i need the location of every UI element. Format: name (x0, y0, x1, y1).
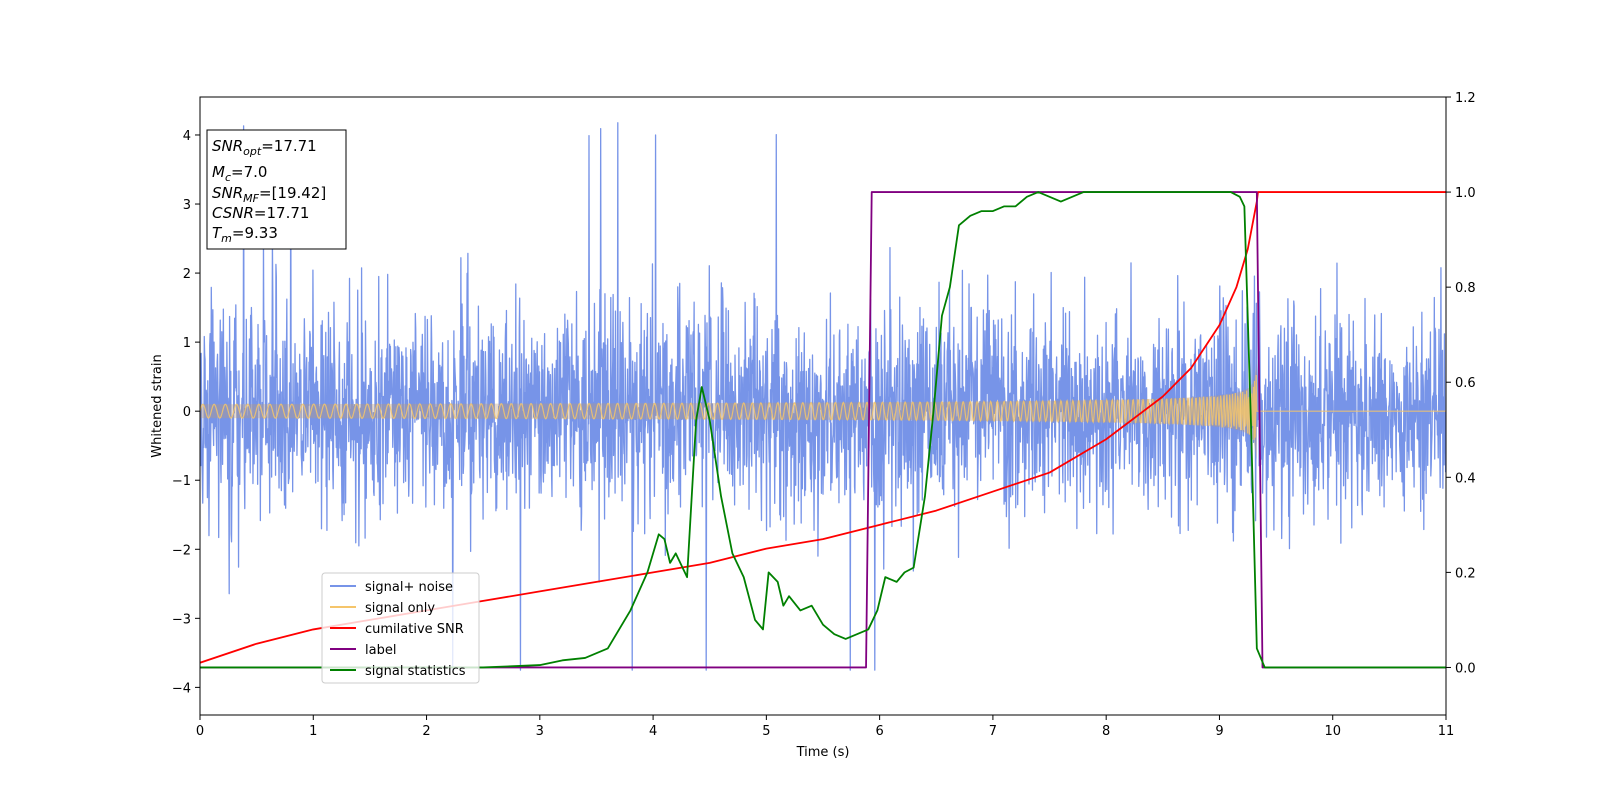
legend-entry: signal only (365, 601, 435, 616)
x-tick-label: 0 (196, 724, 204, 739)
legend-entry: cumilative SNR (365, 622, 464, 637)
info-box-frame (206, 129, 347, 250)
legend-entry: label (365, 643, 396, 658)
legend-frame (321, 572, 480, 684)
series-signal-only (200, 375, 1446, 440)
info-line: CSNR=17.71 (212, 204, 309, 222)
x-tick-label: 6 (875, 724, 883, 739)
y-tick-label: 4 (183, 129, 191, 144)
y2-tick-label: 1.0 (1455, 186, 1476, 201)
x-tick-label: 2 (422, 724, 430, 739)
y-tick-label: −1 (172, 474, 191, 489)
y2-tick-label: 0.0 (1455, 661, 1476, 676)
info-line: Mc=7.0 (212, 163, 267, 184)
y-tick-label: −2 (172, 543, 191, 558)
y2-tick-label: 1.2 (1455, 91, 1476, 106)
info-box: SNRopt=17.71 Mc=7.0SNRMF=[19.42]CSNR=17.7… (206, 129, 347, 250)
y2-tick-label: 0.6 (1455, 376, 1476, 391)
series-signal-statistics (200, 191, 1446, 669)
axes-layer: 0 1 2 3 4 5 6 7 8 9 10 11 −4 −3 −2 −1 0 1 2 3 4 0.0 0.2 0.4 0.6 0… (172, 91, 1476, 739)
y-tick-label: −4 (172, 681, 191, 696)
x-tick-label: 11 (1438, 724, 1455, 739)
x-tick-label: 7 (989, 724, 997, 739)
info-line: SNRopt=17.71 (212, 137, 317, 158)
x-tick-label: 8 (1102, 724, 1110, 739)
legend-entry: signal+ noise (365, 580, 453, 595)
legend-entry: signal statistics (365, 664, 466, 679)
legend: signal+ noise signal only cumilative SNR la… (321, 572, 480, 684)
x-axis-label: Time (s) (796, 745, 850, 760)
x-tick-label: 1 (309, 724, 317, 739)
y-tick-label: 1 (183, 336, 191, 351)
y-axis-label: Whitened strain (150, 354, 165, 457)
plot-frame (199, 96, 1447, 716)
x-tick-label: 5 (762, 724, 770, 739)
y2-tick-label: 0.4 (1455, 471, 1476, 486)
x-tick-label: 4 (649, 724, 657, 739)
y-tick-label: −3 (172, 612, 191, 627)
x-tick-label: 3 (536, 724, 544, 739)
y2-tick-label: 0.2 (1455, 566, 1476, 581)
y-tick-label: 0 (183, 405, 191, 420)
x-tick-label: 10 (1324, 724, 1341, 739)
y-tick-label: 2 (183, 267, 191, 282)
y-tick-label: 3 (183, 198, 191, 213)
y2-tick-label: 0.8 (1455, 281, 1476, 296)
x-tick-label: 9 (1215, 724, 1223, 739)
info-line: SNRMF=[19.42] (212, 184, 326, 205)
info-line: Tm=9.33 (212, 224, 278, 245)
